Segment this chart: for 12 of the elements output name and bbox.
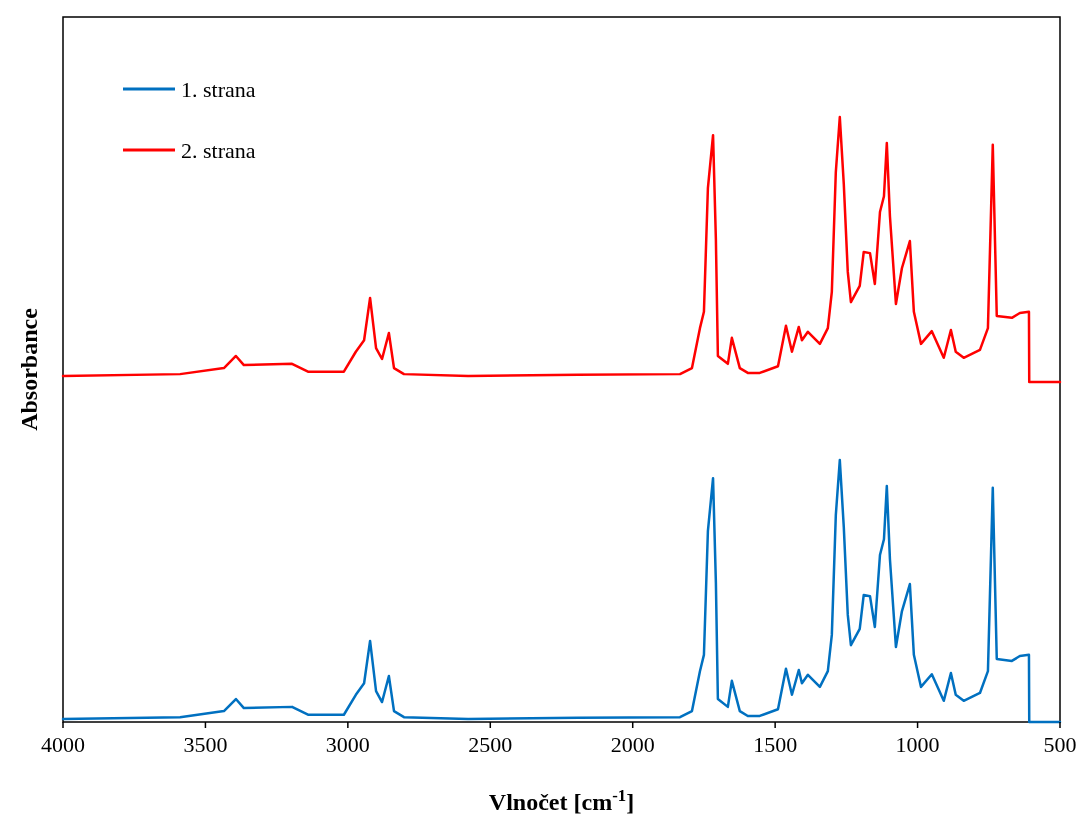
x-tick-label: 1000 [895, 732, 940, 757]
x-axis-title: Vlnočet [cm$^{-1}$] [488, 785, 635, 815]
x-tick-label: 2000 [610, 732, 655, 757]
x-tick-label: 4000 [41, 732, 85, 757]
legend-label: 1. strana [181, 77, 256, 102]
x-tick-label: 3000 [325, 732, 370, 757]
x-tick-label: 500 [1043, 732, 1077, 757]
x-tick-label: 3500 [183, 732, 228, 757]
x-tick-label: 2500 [468, 732, 513, 757]
legend-label: 2. strana [181, 138, 256, 163]
x-tick-label: 1500 [753, 732, 798, 757]
y-axis-title: Absorbance [16, 307, 42, 431]
